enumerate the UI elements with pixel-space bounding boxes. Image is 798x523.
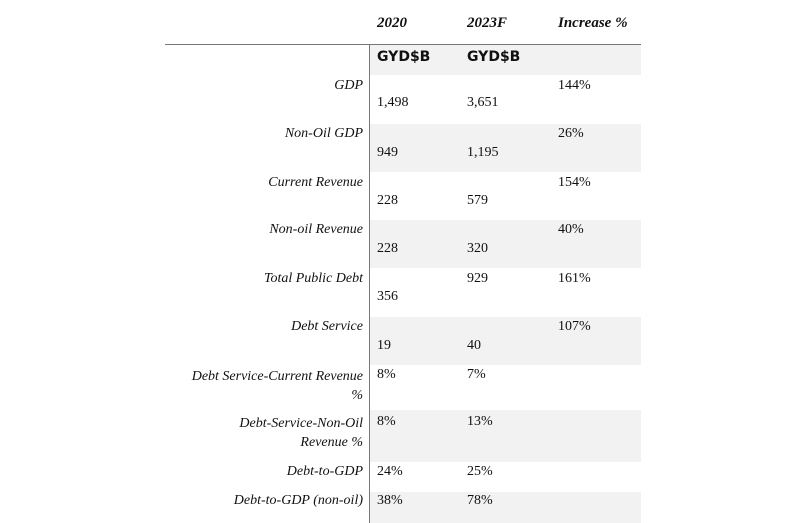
row-label-line: Debt Service-Current Revenue [191,369,363,384]
cell-2020: 356 [377,289,398,304]
cell-2020: 228 [377,241,398,256]
label-divider [369,44,370,523]
row-band [370,317,641,365]
row-band [370,410,641,462]
row-label: Non-oil Revenue [269,222,363,237]
cell-2023f: 3,651 [467,95,499,110]
cell-2023f: 25% [467,464,493,479]
row-label: Debt-to-GDP [286,464,363,479]
cell-2020: 1,498 [377,95,409,110]
cell-2020: 8% [377,414,396,429]
cell-2023f: 929 [467,271,488,286]
row-label: Non-Oil GDP [284,126,363,141]
cell-2020: 24% [377,464,403,479]
cell-2020: 19 [377,338,391,353]
cell-increase: 144% [558,78,591,93]
row-label: Debt Service [291,319,363,334]
header-2020: 2020 [377,15,407,31]
units-2020: GYD$B [377,49,431,65]
cell-increase: 107% [558,319,591,334]
cell-2023f: 7% [467,367,486,382]
row-label-line: Debt-Service-Non-Oil [239,416,363,431]
cell-2023f: 78% [467,493,493,508]
row-label: Debt-Service-Non-Oil Revenue % [239,414,363,452]
cell-increase: 40% [558,222,584,237]
cell-2020: 8% [377,367,396,382]
row-label-line: Revenue % [300,435,363,450]
row-band [370,124,641,172]
cell-2020: 228 [377,193,398,208]
cell-2020: 38% [377,493,403,508]
units-2023f: GYD$B [467,49,521,65]
row-band [370,45,641,75]
row-band [370,220,641,268]
header-2023f: 2023F [467,15,508,31]
row-label-line: % [351,388,363,403]
header-divider [165,44,641,45]
cell-increase: 161% [558,271,591,286]
cell-2023f: 320 [467,241,488,256]
cell-increase: 154% [558,175,591,190]
row-label: Debt Service-Current Revenue % [192,367,363,405]
row-label: Current Revenue [268,175,363,190]
row-label: Total Public Debt [263,271,363,286]
cell-2023f: 1,195 [467,145,499,160]
row-label: Debt-to-GDP (non-oil) [233,493,363,508]
cell-increase: 26% [558,126,584,141]
cell-2023f: 40 [467,338,481,353]
cell-2023f: 13% [467,414,493,429]
cell-2023f: 579 [467,193,488,208]
cell-2020: 949 [377,145,398,160]
header-increase: Increase % [558,15,628,31]
row-label: GDP [334,78,363,93]
row-band [370,492,641,523]
